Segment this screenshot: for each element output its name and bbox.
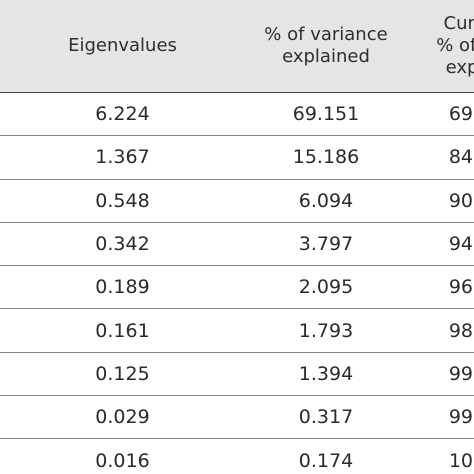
cell-eigenvalue: 6.224 xyxy=(95,103,150,126)
cell-cumulative-variance: 90.4 xyxy=(448,189,474,212)
table-row: 0.161 1.793 98.1 xyxy=(0,309,474,353)
header-cumulative-variance-partial: Cumu % of va expla xyxy=(436,13,474,78)
cell-cumulative-variance: 99.8 xyxy=(448,406,474,429)
cell-eigenvalue: 0.016 xyxy=(95,449,150,472)
cell-variance-explained: 6.094 xyxy=(298,189,354,212)
cell-cumulative-variance: 99.5 xyxy=(448,362,474,385)
table-row: 0.016 0.174 100. xyxy=(0,439,474,474)
table-row: 1.367 15.186 84.3 xyxy=(0,136,474,180)
cell-eigenvalue: 0.029 xyxy=(95,406,150,429)
table-header: s Eigenvalues % of variance explained Cu… xyxy=(0,0,474,93)
cell-eigenvalue: 0.548 xyxy=(95,189,150,212)
table-row: 0.342 3.797 94.2 xyxy=(0,223,474,267)
cell-variance-explained: 0.317 xyxy=(298,406,354,429)
cell-cumulative-variance: 100. xyxy=(448,449,474,472)
cell-cumulative-variance: 96.3 xyxy=(448,276,474,299)
cell-eigenvalue: 0.342 xyxy=(95,233,150,256)
cell-variance-explained: 1.394 xyxy=(298,362,354,385)
header-variance-explained: % of variance explained xyxy=(264,24,388,67)
header-eigenvalues: Eigenvalues xyxy=(68,35,177,56)
cell-cumulative-variance: 98.1 xyxy=(448,319,474,342)
cell-variance-explained: 0.174 xyxy=(298,449,354,472)
table-row: 6.224 69.151 69.1 xyxy=(0,93,474,137)
table-row: 0.125 1.394 99.5 xyxy=(0,353,474,397)
cell-eigenvalue: 0.161 xyxy=(95,319,150,342)
cell-variance-explained: 1.793 xyxy=(298,319,354,342)
table-row: 0.548 6.094 90.4 xyxy=(0,180,474,223)
cell-variance-explained: 2.095 xyxy=(298,276,354,299)
table-body: 6.224 69.151 69.1 1.367 15.186 84.3 0.548 6.094… xyxy=(0,93,474,474)
table-row: 0.189 2.095 96.3 xyxy=(0,266,474,310)
cell-eigenvalue: 0.125 xyxy=(95,362,150,385)
cell-variance-explained: 3.797 xyxy=(298,233,354,256)
cell-variance-explained: 69.151 xyxy=(292,103,360,126)
cell-variance-explained: 15.186 xyxy=(292,146,360,169)
cell-cumulative-variance: 69.1 xyxy=(448,103,474,126)
cell-eigenvalue: 1.367 xyxy=(95,146,150,169)
cell-eigenvalue: 0.189 xyxy=(95,276,150,299)
table-row: 0.029 0.317 99.8 xyxy=(0,396,474,440)
cell-cumulative-variance: 94.2 xyxy=(448,233,474,256)
cell-cumulative-variance: 84.3 xyxy=(448,146,474,169)
